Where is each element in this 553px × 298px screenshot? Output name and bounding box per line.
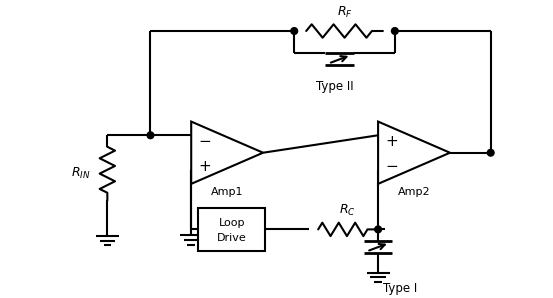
Text: $R_{IN}$: $R_{IN}$ (71, 166, 90, 181)
Text: Amp2: Amp2 (398, 187, 430, 197)
Text: −: − (386, 159, 399, 174)
Text: −: − (199, 134, 212, 149)
Circle shape (487, 149, 494, 156)
Text: Type I: Type I (383, 282, 417, 295)
Bar (199, 208, 265, 251)
Text: +: + (386, 134, 399, 149)
Text: +: + (199, 159, 212, 174)
Text: Loop: Loop (218, 218, 245, 228)
Text: $R_F$: $R_F$ (337, 4, 352, 19)
Polygon shape (191, 122, 263, 184)
Circle shape (291, 28, 298, 34)
Text: $R_C$: $R_C$ (338, 203, 356, 218)
Circle shape (147, 132, 154, 139)
Polygon shape (378, 122, 450, 184)
Text: Drive: Drive (217, 233, 247, 243)
Circle shape (392, 28, 398, 34)
Text: Type II: Type II (316, 80, 354, 93)
Text: Amp1: Amp1 (211, 187, 243, 197)
Circle shape (375, 226, 382, 233)
